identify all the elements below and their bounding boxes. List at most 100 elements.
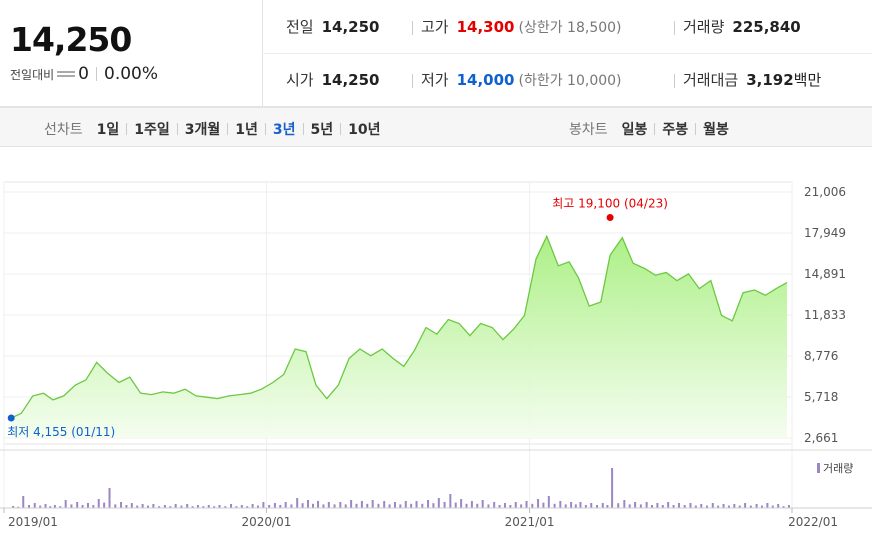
volume-bar — [251, 504, 254, 508]
candle-tab-0[interactable]: 일봉 — [621, 122, 648, 138]
volume-bar — [125, 505, 128, 508]
y-axis: 21,006 17,949 14,891 11,833 8,776 5,718 2,661 — [804, 185, 846, 445]
amount-unit: 백만 — [793, 71, 822, 89]
volume-bar — [76, 502, 79, 508]
volume-bar — [333, 504, 336, 508]
stats-row-2: 시가 14,250 저가 14,000 (하한가 10,000) 거래대금 3,192백… — [262, 53, 872, 106]
volume-bar — [207, 505, 210, 508]
volume-bar — [186, 504, 189, 508]
volume-bar — [656, 503, 659, 508]
low-value: 14,000 — [456, 71, 515, 89]
volume-bar — [771, 505, 774, 508]
volume-bar — [103, 502, 106, 508]
volume-bar — [86, 503, 89, 508]
low-stat: 저가 14,000 (하한가 10,000) — [412, 69, 622, 90]
high-label: 고가 — [421, 18, 449, 36]
volume-bar — [639, 504, 642, 508]
volume-bar — [224, 506, 227, 508]
volume-bar — [564, 504, 567, 508]
volume-bar — [689, 503, 692, 508]
volume-bar — [454, 502, 457, 508]
volume-bar — [64, 500, 67, 508]
y-tick-label: 17,949 — [804, 226, 846, 240]
divider — [126, 123, 128, 135]
y-tick-label: 8,776 — [804, 349, 838, 363]
volume-bar — [174, 504, 177, 508]
candle-chart-periods: 봉차트 일봉 주봉 월봉 — [569, 119, 729, 139]
volume-bar — [344, 504, 347, 508]
y-tick-label: 21,006 — [804, 185, 846, 199]
period-tab-0[interactable]: 1일 — [96, 122, 120, 138]
y-tick-label: 5,718 — [804, 390, 838, 404]
volume-bar — [493, 502, 496, 508]
volume-bar — [584, 505, 587, 508]
volume-bar — [17, 506, 20, 508]
volume-bar — [628, 504, 631, 508]
period-tab-6[interactable]: 10년 — [348, 122, 381, 138]
volume-bar — [711, 503, 714, 508]
volume-bar — [498, 505, 501, 508]
volume-bar — [355, 503, 358, 508]
volume-bar — [590, 503, 593, 508]
volume-bar — [39, 505, 42, 508]
volume-bar — [196, 505, 199, 508]
volume-bar — [92, 505, 95, 508]
period-tab-2[interactable]: 3개월 — [184, 122, 221, 138]
volume-bar — [611, 468, 614, 508]
x-tick-label: 2022/01 — [788, 515, 838, 529]
volume-bar — [437, 498, 440, 508]
candle-tab-1[interactable]: 주봉 — [662, 122, 689, 138]
prev-close-value: 14,250 — [321, 18, 380, 36]
low-label: 저가 — [421, 71, 449, 89]
volume-bar — [634, 502, 637, 508]
volume-bar — [136, 505, 139, 508]
amount-label: 거래대금 — [683, 71, 739, 89]
volume-bar — [667, 502, 670, 508]
high-value: 14,300 — [456, 18, 515, 36]
volume-bar — [301, 503, 304, 508]
volume-bar — [388, 504, 391, 508]
volume-bar — [717, 505, 720, 508]
volume-bar — [163, 505, 166, 508]
volume-bar — [246, 506, 249, 508]
period-tab-4[interactable]: 3년 — [272, 122, 296, 138]
period-tab-5[interactable]: 5년 — [310, 122, 334, 138]
volume-bar — [383, 501, 386, 508]
chart-annotations: 최고 19,100 (04/23) 최저 4,155 (01/11) — [7, 197, 668, 439]
volume-bar — [766, 503, 769, 508]
volume-bar — [683, 505, 686, 508]
volume-bar — [470, 501, 473, 508]
volume-bar — [366, 503, 369, 508]
candle-tab-2[interactable]: 월봉 — [703, 122, 729, 138]
high-stat: 고가 14,300 (상한가 18,500) — [412, 16, 622, 37]
volume-bars: 거래량 — [0, 449, 872, 508]
volume-bar — [81, 505, 84, 508]
x-axis: 2019/01 2020/01 2021/01 2022/01 — [0, 507, 872, 529]
volume-bar — [733, 504, 736, 508]
volume-bar — [191, 506, 194, 508]
period-tab-1[interactable]: 1주일 — [134, 122, 170, 138]
volume-bar — [141, 504, 144, 508]
price-line — [10, 234, 788, 419]
volume-bar — [169, 506, 172, 508]
upper-limit: (상한가 18,500) — [518, 20, 622, 36]
volume-bar — [33, 503, 36, 508]
volume-bar — [645, 502, 648, 508]
volume-bar — [360, 501, 363, 508]
volume-bar — [404, 501, 407, 508]
divider — [695, 123, 697, 135]
volume-bar — [240, 505, 243, 508]
volume-bar — [694, 505, 697, 508]
volume-bar — [777, 504, 780, 508]
volume-bar — [317, 501, 320, 508]
volume-bar — [749, 505, 752, 508]
volume-bar — [218, 505, 221, 508]
volume-bar — [503, 503, 506, 508]
volume-bar — [465, 503, 468, 508]
volume-value: 225,840 — [732, 18, 801, 36]
divider — [302, 123, 304, 135]
low-marker — [7, 414, 15, 422]
volume-bar — [152, 504, 155, 508]
period-tab-3[interactable]: 1년 — [235, 122, 258, 138]
volume-bar — [514, 502, 517, 508]
